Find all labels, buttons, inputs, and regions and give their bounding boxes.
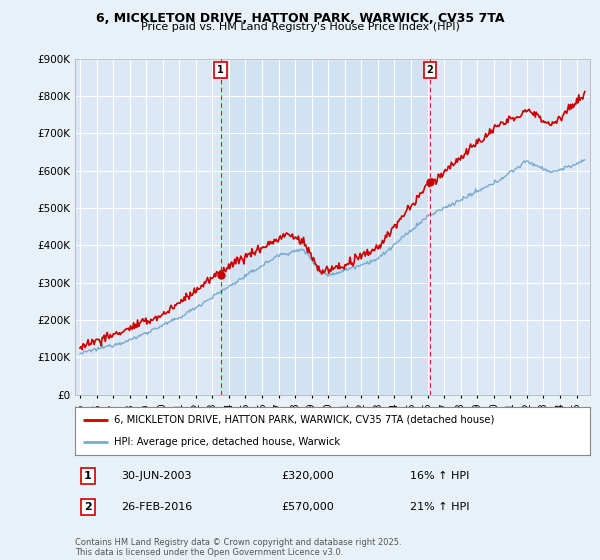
Text: 6, MICKLETON DRIVE, HATTON PARK, WARWICK, CV35 7TA (detached house): 6, MICKLETON DRIVE, HATTON PARK, WARWICK… <box>113 415 494 425</box>
Text: 30-JUN-2003: 30-JUN-2003 <box>121 472 192 481</box>
Text: 21% ↑ HPI: 21% ↑ HPI <box>410 502 469 512</box>
Text: 26-FEB-2016: 26-FEB-2016 <box>121 502 193 512</box>
Text: Price paid vs. HM Land Registry's House Price Index (HPI): Price paid vs. HM Land Registry's House … <box>140 22 460 32</box>
Text: £320,000: £320,000 <box>281 472 334 481</box>
Text: HPI: Average price, detached house, Warwick: HPI: Average price, detached house, Warw… <box>113 437 340 447</box>
Text: 1: 1 <box>84 472 92 481</box>
Text: Contains HM Land Registry data © Crown copyright and database right 2025.
This d: Contains HM Land Registry data © Crown c… <box>75 538 401 557</box>
Text: 2: 2 <box>427 65 433 75</box>
Text: 1: 1 <box>217 65 224 75</box>
Bar <box>221 59 430 395</box>
Text: £570,000: £570,000 <box>281 502 334 512</box>
Text: 6, MICKLETON DRIVE, HATTON PARK, WARWICK, CV35 7TA: 6, MICKLETON DRIVE, HATTON PARK, WARWICK… <box>96 12 504 25</box>
Text: 2: 2 <box>84 502 92 512</box>
Text: 16% ↑ HPI: 16% ↑ HPI <box>410 472 469 481</box>
